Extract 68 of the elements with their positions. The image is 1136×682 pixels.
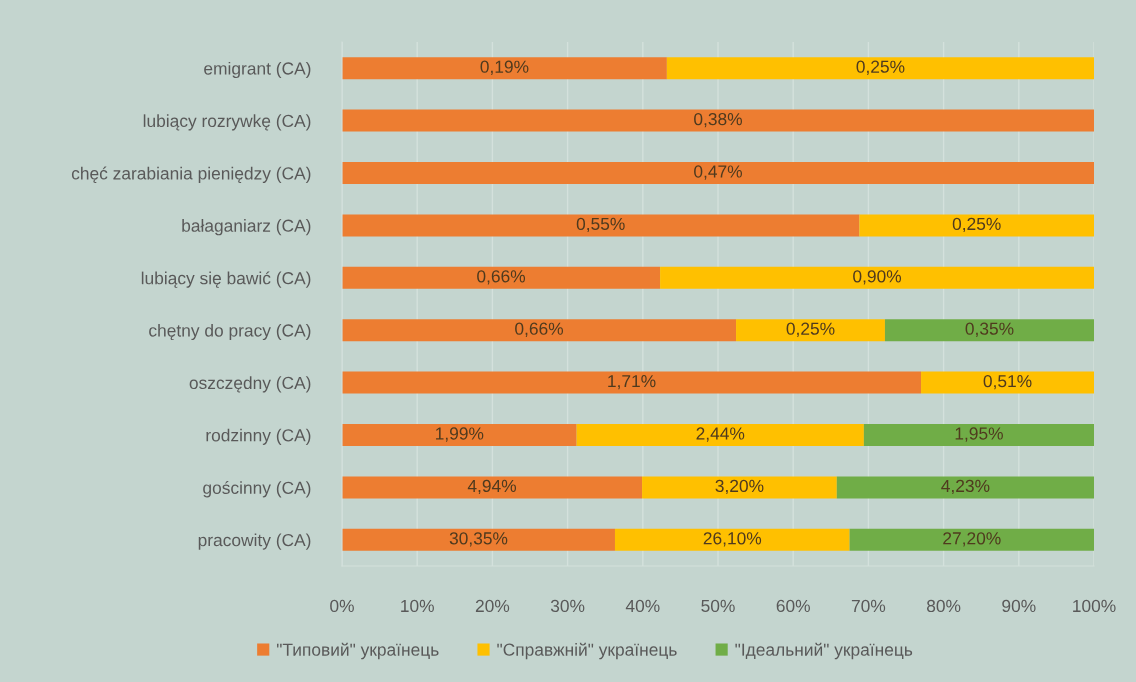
annotation: 0,25%	[856, 60, 905, 75]
bar	[666, 57, 1094, 80]
bar	[921, 371, 1094, 394]
y-tick-label: chęć zarabiania pieniędzy (CA)	[71, 166, 311, 184]
annotation: 0,66%	[515, 322, 564, 337]
bar	[342, 266, 661, 289]
y-tick-label: emigrant (CA)	[204, 61, 311, 79]
annotation: 0,55%	[576, 217, 625, 233]
bar	[342, 371, 922, 394]
annotation: 27,20%	[943, 532, 1001, 547]
y-tick-label: chętny do pracy (CA)	[149, 323, 311, 341]
annotation: 1,95%	[955, 427, 1003, 442]
bar	[642, 476, 837, 499]
bar	[342, 528, 615, 551]
annotation: 1,99%	[436, 427, 484, 442]
annotation: 0,51%	[983, 374, 1032, 390]
y-tick-label: lubiący rozrywkę (CA)	[143, 114, 311, 131]
x-tick-label: 50%	[701, 599, 735, 613]
annotation: 0,25%	[952, 217, 1001, 233]
bar	[342, 476, 643, 499]
bar	[863, 424, 1094, 446]
bar	[859, 214, 1094, 237]
y-tick-label: bałaganiarz (CA)	[182, 219, 311, 236]
y-tick-label: rodzinny (CA)	[206, 428, 311, 445]
annotation: 0,35%	[965, 322, 1014, 337]
x-tick-label: 80%	[926, 599, 961, 613]
annotation: 0,38%	[694, 112, 742, 128]
bar	[342, 162, 1094, 184]
annotation: 0,19%	[480, 60, 529, 75]
x-tick-label: 100%	[1073, 599, 1116, 613]
x-tick-label: 30%	[550, 599, 585, 613]
x-tick-label: 70%	[851, 599, 886, 613]
x-tick-label: 90%	[1002, 599, 1036, 613]
bar	[342, 109, 1094, 132]
annotation: 4,23%	[941, 479, 990, 495]
annotation: 26,10%	[703, 532, 762, 547]
annotation: 30,35%	[449, 532, 508, 547]
bar	[342, 424, 577, 446]
annotation: 0,47%	[694, 165, 742, 180]
bar	[884, 319, 1094, 342]
y-tick-label: pracowity (CA)	[198, 533, 311, 550]
x-tick-label: 60%	[776, 599, 810, 613]
bar	[342, 214, 860, 237]
y-tick-label: lubiący się bawić (CA)	[141, 271, 311, 288]
annotation: 4,94%	[467, 479, 517, 495]
annotation: 3,20%	[715, 479, 764, 495]
annotation: 2,44%	[696, 427, 745, 442]
legend-label: "Ідеальний" українець	[735, 642, 913, 660]
bar	[836, 476, 1094, 499]
x-tick-label: 40%	[625, 599, 660, 613]
x-tick-label: 10%	[401, 599, 434, 613]
annotation: 1,71%	[608, 375, 656, 390]
y-tick-label: gościnny (CA)	[203, 481, 311, 498]
legend-label: "Справжній" українець	[497, 642, 677, 660]
bar	[342, 319, 737, 342]
x-tick-label: 20%	[475, 599, 510, 613]
legend-label: "Типовий" українець	[276, 642, 439, 660]
bar	[736, 319, 885, 342]
bar	[576, 424, 864, 446]
bar	[849, 528, 1094, 551]
annotation: 0,25%	[786, 322, 835, 337]
bar	[614, 528, 850, 551]
y-tick-label: oszczędny (CA)	[189, 376, 311, 393]
annotation: 0,66%	[477, 270, 526, 285]
bar	[660, 266, 1094, 289]
bar	[342, 57, 667, 80]
annotation: 0,90%	[853, 270, 902, 285]
x-tick-label: 0%	[330, 599, 354, 613]
